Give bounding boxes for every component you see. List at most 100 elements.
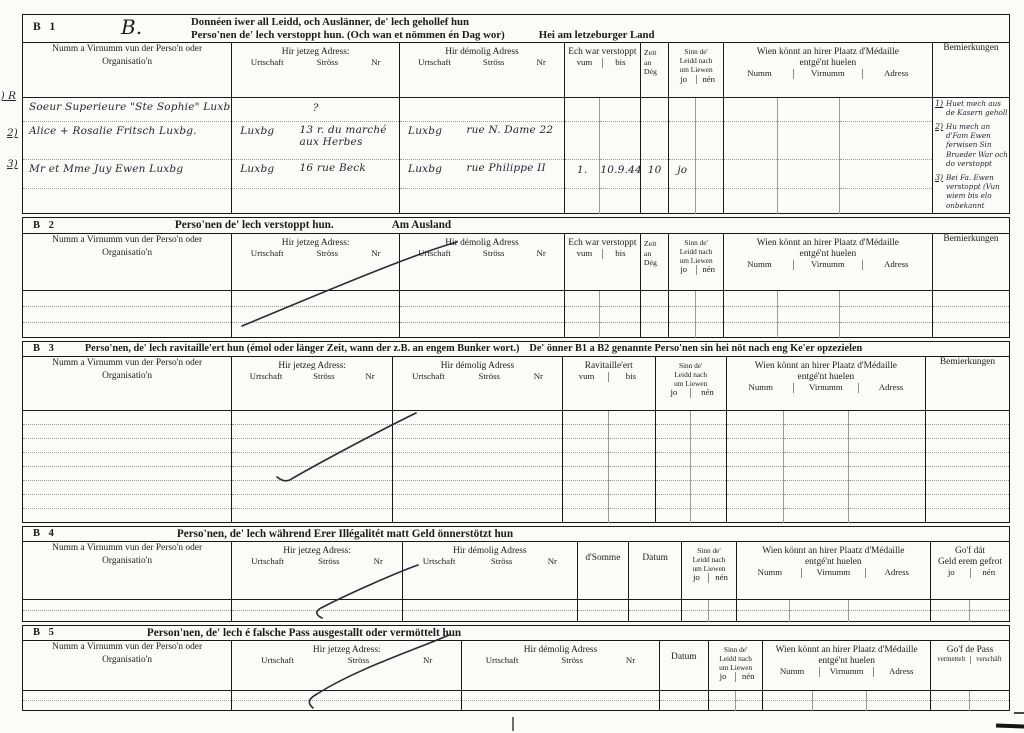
b5-col-wien: Wien könnt an hirer Plaatz d'Médaille ent… [762, 640, 931, 691]
b3-title-suffix: De' önner B1 a B2 genannte Perso'nen sin… [529, 343, 863, 355]
b1-col-name: Numm a Virnumm vun der Perso'n oder Orga… [22, 42, 232, 98]
b5-header-row: Numm a Virnumm vun der Perso'n oder Orga… [22, 640, 1010, 691]
table-row [22, 480, 1010, 495]
table-row [22, 508, 1010, 523]
b1-col-ech-war-verstoppt: Ech war verstoppt vum bis [563, 42, 641, 98]
b3-col-bemierkungen: Bemierkungen [925, 356, 1010, 411]
b4-col-jetzeg: Hir jetzeg Adress: Urtschaft Ströss Nr [231, 541, 403, 600]
remark-item: 2) Hu mech an d'Fam Ewen ferwisen Sin Bru… [934, 121, 1008, 169]
b3-col-jetzeg: Hir jetzeg Adress: Urtschaft Ströss Nr [231, 356, 393, 411]
form-body: B 1 B. Donnéen iwer all Leidd, och Auslä… [22, 14, 1010, 714]
b3-table: Numm a Virnumm vun der Perso'n oder Orga… [22, 355, 1010, 523]
b4-col-somme: d'Somme [576, 541, 629, 600]
b3-code: B 3 [33, 343, 57, 355]
b5-col-gof-pass: Go'f de Pass vermettelt verschäft [930, 640, 1010, 691]
b1-row3-name: Mr et Mme Juy Ewen Luxbg [29, 163, 184, 176]
table-row: Alice + Rosalie Fritsch Luxbg. Luxbg 13 r… [22, 121, 1010, 161]
b3-col-sinn: Sinn de' Leidd nach um Liewen jo nén [654, 356, 727, 411]
table-row [22, 690, 1010, 701]
b4-code: B 4 [33, 528, 57, 540]
b4-col-datum: Datum [628, 541, 682, 600]
b4-col-wien: Wien könnt an hirer Plaatz d'Médaille ent… [735, 541, 931, 600]
table-row: Soeur Superieure "Ste Sophie" Luxbg ? 1)… [22, 97, 1010, 214]
table-row [22, 599, 1010, 611]
b2-col-name: Numm a Virnumm vun der Perso'n oder Orga… [22, 233, 232, 291]
b3-col-demolig: Hir démolig Adress Urtschaft Ströss Nr [392, 356, 563, 411]
b1-titles: Donnéen iwer all Leidd, och Auslänner, d… [191, 16, 655, 43]
b4-col-demolig: Hir démolig Adress Urtschaft Ströss Nr [402, 541, 578, 600]
b1-row2-name: Alice + Rosalie Fritsch Luxbg. [29, 125, 197, 138]
b2-col-ech-war-verstoppt: Ech war verstoppt vum bis [563, 233, 641, 291]
ink-smudge [995, 723, 1024, 729]
margin-mark-row3: 3) [7, 158, 18, 170]
scan-tick-mark [512, 717, 514, 731]
table-row [22, 410, 1010, 425]
b4-col-gof-geld: Go'f dát Geld erem gefrot jo nén [930, 541, 1010, 600]
table-row [22, 188, 1010, 214]
b1-row3-vum: 1. [576, 164, 588, 177]
table-row [22, 700, 1010, 711]
b3-col-name: Numm a Virnumm vun der Perso'n oder Orga… [22, 356, 232, 411]
section-b4: B 4 Perso'nen, de' lech während Erer Ill… [22, 525, 1010, 622]
table-row [22, 424, 1010, 439]
b4-title-bar: B 4 Perso'nen, de' lech während Erer Ill… [22, 525, 1010, 541]
b1-header-row: Numm a Virnumm vun der Perso'n oder Orga… [22, 42, 1010, 98]
b2-col-jetzeg: Hir jetzeg Adress: Urtschaft Ströss Nr [231, 233, 400, 291]
b5-col-demolig: Hir démolig Adress Urtschaft Ströss Nr [461, 640, 660, 691]
table-row [22, 438, 1010, 453]
b1-code: B 1 [33, 21, 59, 33]
b3-header-row: Numm a Virnumm vun der Perso'n oder Orga… [22, 356, 1010, 411]
b2-code: B 2 [33, 219, 57, 231]
b5-title-bar: B 5 Person'nen, de' lech é falsche Pass … [22, 624, 1010, 640]
b1-col-demolig: Hir démolig Adress Urtschaft Ströss Nr [399, 42, 565, 98]
b1-row1-name: Soeur Superieure "Ste Sophie" Luxbg [29, 101, 232, 113]
b2-col-wien: Wien könnt an hirer Plaatz d'Médaille ent… [722, 233, 933, 291]
b2-header-row: Numm a Virnumm vun der Perso'n oder Orga… [22, 233, 1010, 291]
table-row [22, 306, 1010, 323]
remark-item: 3) Bei Fa. Ewen verstoppt (Vun wiem bis e… [934, 172, 1000, 210]
remark-item: 1) Huet mech aus de Kasern geholl [934, 99, 1008, 118]
b1-col-bemierkungen: Bemierkungen [931, 42, 1010, 98]
b3-title: Perso'nen, de' lech ravitaille'ert hun (… [84, 343, 520, 355]
b1-table: Numm a Virnumm vun der Perso'n oder Orga… [22, 42, 1010, 214]
b1-title-line1: Donnéen iwer all Leidd, och Auslänner, d… [191, 16, 470, 28]
b1-col-zeit: Zeit an Dég [639, 42, 669, 98]
b5-col-sinn: Sinn de' Leidd nach um Liewen jo nén [707, 640, 763, 691]
b5-title: Person'nen, de' lech é falsche Pass ausg… [146, 626, 462, 639]
table-row [22, 452, 1010, 467]
b1-row3-jo: jo [677, 164, 688, 177]
b1-row3-zeit: 10 [647, 164, 662, 177]
table-row [22, 494, 1010, 509]
margin-mark-row2: 2) [7, 127, 18, 139]
b5-table: Numm a Virnumm vun der Perso'n oder Orga… [22, 639, 1010, 711]
b5-col-datum: Datum [658, 640, 709, 691]
b1-col-jetzeg: Hir jetzeg Adress: Urtschaft Ströss Nr [231, 42, 400, 98]
table-row [22, 610, 1010, 622]
b2-col-zeit: Zeit an Dég [639, 233, 669, 291]
section-b2: B 2 Perso'nen de' lech verstoppt hun. Am… [22, 216, 1010, 338]
b2-title: Perso'nen de' lech verstoppt hun. [174, 219, 334, 232]
table-row [22, 290, 1010, 307]
b3-col-ravitailleert: Ravitaille'ert vum bis [561, 356, 656, 411]
section-b5: B 5 Person'nen, de' lech é falsche Pass … [22, 624, 1010, 711]
b3-col-wien: Wien könnt an hirer Plaatz d'Médaille ent… [725, 356, 926, 411]
table-row [22, 466, 1010, 481]
b4-col-sinn: Sinn de' Leidd nach um Liewen jo nén [681, 541, 737, 600]
b1-col-sinn: Sinn de' Leidd nach um Liewen jo nén [668, 42, 724, 98]
section-b3: B 3 Perso'nen, de' lech ravitaille'ert h… [22, 340, 1010, 523]
section-b1: B 1 B. Donnéen iwer all Leidd, och Auslä… [22, 14, 1010, 214]
b4-table: Numm a Virnumm vun der Perso'n oder Orga… [22, 540, 1010, 622]
b2-col-demolig: Hir démolig Adress Urtschaft Ströss Nr [399, 233, 565, 291]
margin-mark-row1: 1) R [0, 90, 17, 102]
b1-title-band: B 1 B. Donnéen iwer all Leidd, och Auslä… [22, 14, 1010, 42]
b5-code: B 5 [33, 627, 57, 639]
b3-title-bar: B 3 Perso'nen, de' lech ravitaille'ert h… [22, 340, 1010, 356]
b1-row3-bis: 10.9.44 [600, 164, 641, 177]
b2-title-bar: B 2 Perso'nen de' lech verstoppt hun. Am… [22, 216, 1010, 233]
b1-title-line2: Perso'nen de' lech verstoppt hun. (Och w… [191, 29, 505, 42]
b5-col-name: Numm a Virnumm vun der Perso'n oder Orga… [22, 640, 232, 691]
b1-col-wien: Wien könnt an hirer Plaatz d'Médaille ent… [722, 42, 933, 98]
ink-smudge [1014, 712, 1024, 714]
b4-title: Perso'nen, de' lech während Erer Illégal… [176, 527, 514, 540]
b4-header-row: Numm a Virnumm vun der Perso'n oder Orga… [22, 541, 1010, 600]
